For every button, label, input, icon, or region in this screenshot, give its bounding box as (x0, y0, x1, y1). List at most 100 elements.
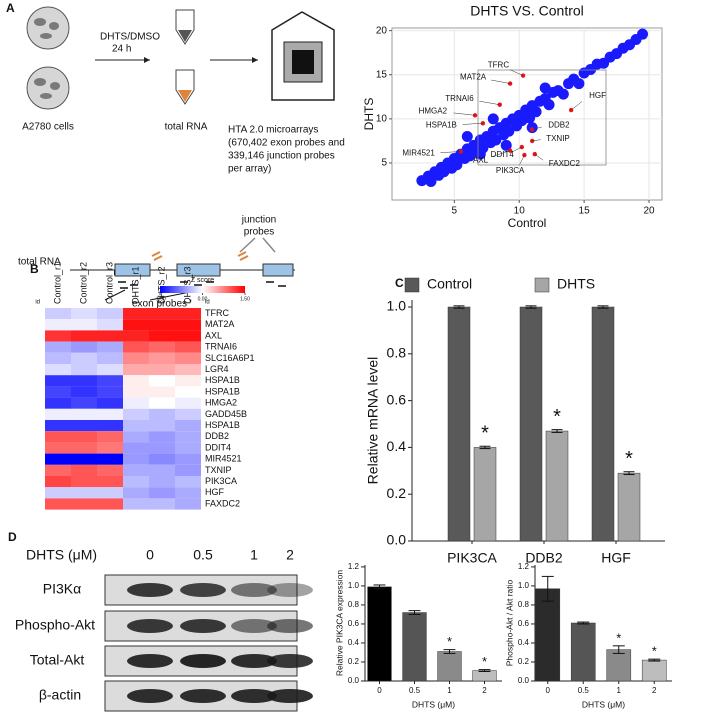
exon-probes (118, 281, 286, 290)
diagram-text: junction (241, 215, 276, 226)
legend-swatch (534, 277, 550, 293)
zoom-box (477, 69, 607, 166)
y-tick-label: 0.4 (387, 438, 407, 454)
heatmap-cell (149, 498, 175, 510)
y-tick-label: 0.0 (518, 676, 530, 685)
heatmap-cell (149, 386, 175, 398)
point-label: HMGA2 (419, 106, 448, 115)
point-label: DDB2 (548, 121, 570, 130)
bar (447, 306, 471, 542)
heatmap-cell (97, 341, 123, 353)
point-label: PIK3CA (496, 166, 525, 175)
heatmap-cell (123, 341, 149, 353)
dose: 2 (286, 547, 294, 563)
data-point (637, 28, 649, 40)
data-point (573, 78, 585, 90)
heatmap-cell (123, 464, 149, 476)
diagram-text: exon probes ' (132, 299, 192, 310)
row-label: DDIT4 (205, 442, 231, 452)
label-leader (479, 100, 500, 105)
bar (591, 306, 615, 542)
heatmap-cell (175, 476, 201, 488)
heatmap-cell (123, 487, 149, 499)
exon (262, 263, 294, 277)
y-tick-label: 0.0 (348, 676, 360, 685)
blot-band (180, 654, 226, 668)
blot-row-label: PI3Kα (43, 581, 81, 597)
significance-mark: * (616, 630, 621, 645)
data-point (474, 148, 486, 160)
dose-label: DHTS (μM) (26, 547, 97, 563)
row-label: HMGA2 (205, 398, 237, 408)
id-label: id (205, 300, 210, 306)
panel-label: B (30, 262, 39, 276)
label-leader (490, 79, 511, 84)
blot-row-label: Phospho-Akt (15, 617, 95, 633)
x-tick-label: 5 (452, 206, 458, 217)
y-tick-label: 20 (376, 25, 388, 36)
column-label: Control_r2 (78, 262, 88, 304)
heatmap-cell (175, 442, 201, 454)
legend-label: DHTS (557, 276, 595, 292)
heatmap-cell (123, 319, 149, 331)
heatmap-cell (149, 319, 175, 331)
heatmap-cell (45, 442, 71, 454)
heatmap-cell (149, 352, 175, 364)
data-point (500, 139, 512, 151)
label-leader (534, 153, 544, 161)
data-point (557, 88, 569, 100)
label-leader (519, 154, 525, 165)
heatmap-cell (175, 352, 201, 364)
x-tick-label: 2 (482, 686, 487, 695)
junction-probes (151, 251, 249, 261)
heatmap-cell (71, 319, 97, 331)
x-tick-label: 1 (617, 686, 622, 695)
data-point (568, 107, 574, 113)
blot-band (231, 619, 277, 633)
heatmap-cell (175, 386, 201, 398)
heatmap-cell (97, 352, 123, 364)
heatmap-cell (175, 464, 201, 476)
heatmap-cell (71, 408, 97, 420)
row-label: LGR4 (205, 364, 229, 374)
heatmap-cell (45, 408, 71, 420)
y-axis-label: Relative PIK3CA expression (334, 570, 344, 677)
x-tick-label: 0.5 (409, 686, 421, 695)
heatmap-cell (97, 420, 123, 432)
row-label: TXNIP (205, 465, 232, 475)
heatmap-cell (71, 420, 97, 432)
heatmap-cell (149, 330, 175, 342)
significance-mark: * (481, 423, 489, 445)
diagram-text: total RNA (165, 122, 208, 133)
heatmap-cell (149, 476, 175, 488)
bar (472, 670, 497, 682)
blot-band (267, 654, 313, 668)
heatmap-cell (123, 386, 149, 398)
heatmap-cell (175, 397, 201, 409)
y-tick-label: 0.8 (518, 600, 530, 609)
colorbar-tick-label: 1.50 (240, 296, 250, 302)
y-tick-label: 0.2 (348, 657, 360, 666)
heatmap-cell (45, 386, 71, 398)
data-point (464, 150, 476, 162)
colorbar-title: Z score (191, 277, 214, 284)
bar (617, 472, 641, 542)
heatmap-cell (149, 408, 175, 420)
data-point (530, 106, 542, 118)
heatmap-cell (97, 386, 123, 398)
row-label: HSPA1B (205, 420, 240, 430)
arrowhead (144, 57, 150, 63)
error-bar (541, 575, 554, 602)
y-tick-label: 1.2 (348, 562, 360, 571)
heatmap-cell (71, 431, 97, 443)
heatmap-cell (149, 453, 175, 465)
bar (473, 447, 497, 542)
heatmap-cell (149, 397, 175, 409)
heatmap-cell (123, 364, 149, 376)
error-bar (597, 305, 609, 309)
row-label: DDB2 (205, 431, 229, 441)
heatmap-cell (175, 487, 201, 499)
heatmap-cell (45, 453, 71, 465)
x-tick-label: 1 (447, 686, 452, 695)
error-bar (551, 429, 563, 433)
